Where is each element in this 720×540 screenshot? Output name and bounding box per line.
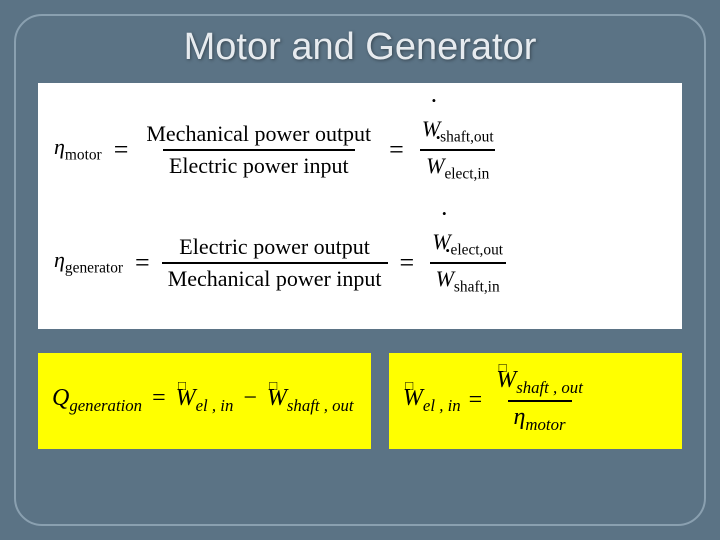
w-el-in-equation: Wel , in = Wshaft , out ηmotor	[403, 365, 589, 437]
w-dot-elect-out: Welect,out	[426, 227, 509, 261]
motor-symbol-fraction: Wshaft,out Welect,in	[416, 114, 500, 185]
motor-text-fraction: Mechanical power output Electric power i…	[140, 119, 377, 181]
q-generation-box: Qgeneration = Wel , in − Wshaft , out	[38, 353, 371, 449]
w-dot-shaft-in: Wshaft,in	[430, 262, 506, 298]
definitions-panel: ηmotor = Mechanical power output Electri…	[38, 83, 682, 329]
bottom-row: Qgeneration = Wel , in − Wshaft , out We…	[38, 353, 682, 449]
slide-title: Motor and Generator	[38, 26, 682, 69]
w-el-in-box: Wel , in = Wshaft , out ηmotor	[389, 353, 682, 449]
equals-sign: =	[389, 135, 404, 165]
motor-efficiency-row: ηmotor = Mechanical power output Electri…	[54, 114, 666, 185]
eta-motor-lhs: ηmotor	[54, 134, 102, 164]
generator-efficiency-row: ηgenerator = Electric power output Mecha…	[54, 227, 666, 298]
equals-sign: =	[135, 248, 150, 278]
q-generation-equation: Qgeneration = Wel , in − Wshaft , out	[52, 385, 354, 416]
w-dot-shaft-out: Wshaft,out	[416, 114, 500, 148]
w-dot-elect-in: Welect,in	[420, 149, 495, 185]
w-over-eta-fraction: Wshaft , out ηmotor	[490, 365, 589, 437]
slide-frame: Motor and Generator ηmotor = Mechanical …	[14, 14, 706, 526]
generator-symbol-fraction: Welect,out Wshaft,in	[426, 227, 509, 298]
slide: Motor and Generator ηmotor = Mechanical …	[0, 0, 720, 540]
equals-sign: =	[400, 248, 415, 278]
eta-generator-lhs: ηgenerator	[54, 247, 123, 277]
equals-sign: =	[114, 135, 129, 165]
generator-text-fraction: Electric power output Mechanical power i…	[162, 232, 388, 294]
